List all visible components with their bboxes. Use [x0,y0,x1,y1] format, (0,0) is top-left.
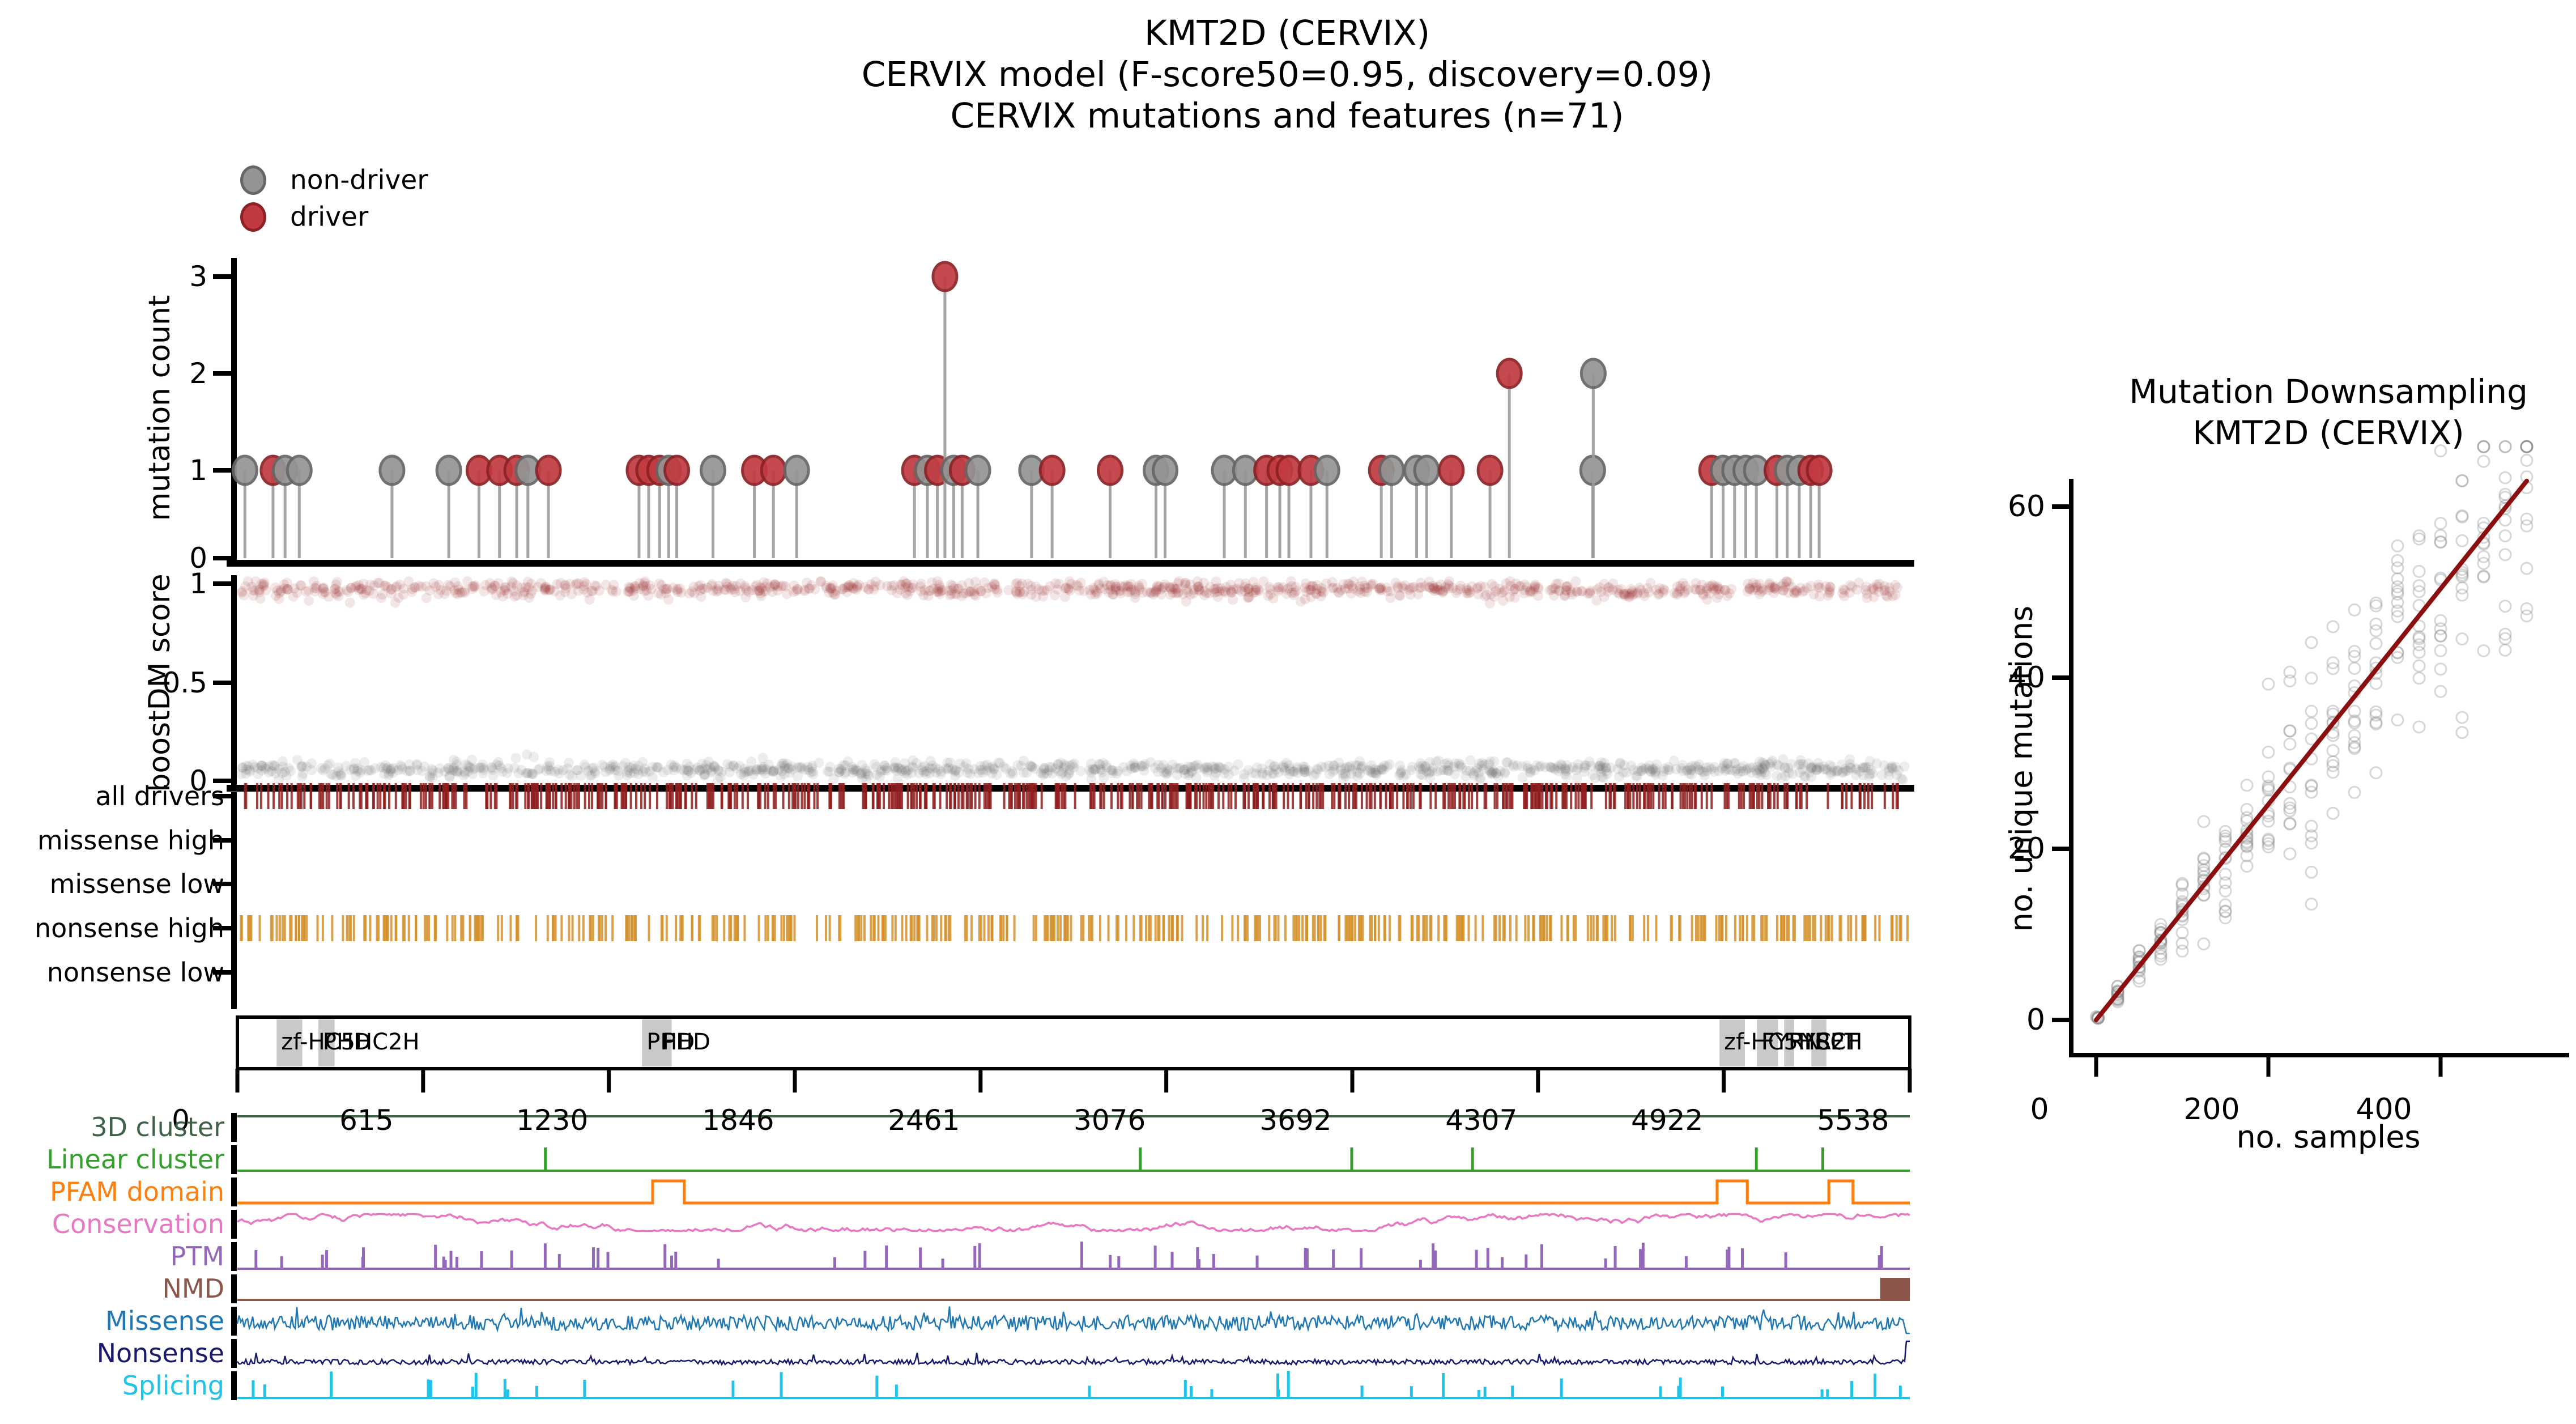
rug-label-nonsense-high: nonsense high [34,913,224,943]
downsampling-ytick-0: 0 [2026,1003,2045,1037]
driver-legend-label: driver [290,201,369,233]
track-label-PFAM-domain: PFAM domain [49,1176,224,1207]
position-xtick-4307: 4307 [1445,1104,1518,1137]
non-driver-mutation-needle [964,454,991,486]
position-xtick-5538: 5538 [1817,1104,1889,1137]
track-label-3D-cluster: 3D cluster [91,1111,224,1142]
non-driver-legend-marker-icon [240,165,266,195]
downsampling-xtick-0: 0 [2030,1093,2049,1127]
rug-label-nonsense-low: nonsense low [46,957,224,988]
needle-ytick-1: 1 [189,454,207,487]
non-driver-mutation-needle [1313,454,1340,486]
downsampling-title: Mutation Downsampling [2129,372,2528,411]
non-driver-mutation-needle [783,454,810,486]
driver-mutation-needle [1806,454,1833,486]
domain-label-PHD: PHD [662,1029,710,1055]
position-xtick-3076: 3076 [1074,1104,1146,1137]
driver-mutation-needle [1096,454,1123,486]
position-xtick-0: 0 [172,1104,190,1137]
position-xtick-2461: 2461 [888,1104,960,1137]
non-driver-legend-label: non-driver [290,164,428,196]
needle-ytick-2: 2 [189,357,207,390]
track-label-Conservation: Conservation [52,1208,224,1239]
driver-mutation-needle [931,261,959,292]
downsampling-xtick-400: 400 [2356,1093,2412,1127]
boostdm-ytick-0.5: 0.5 [162,666,207,699]
track-label-Linear-cluster: Linear cluster [46,1144,224,1175]
track-label-Splicing: Splicing [122,1370,224,1401]
position-xtick-1230: 1230 [516,1104,589,1137]
non-driver-mutation-needle [1413,454,1440,486]
driver-mutation-needle [535,454,562,486]
downsampling-ytick-40: 40 [2007,661,2045,695]
domain-label-FYRN: FYRN [1761,1029,1821,1055]
domain-label-PHD: PHD [646,1029,695,1055]
non-driver-mutation-needle [231,454,258,486]
non-driver-mutation-needle [1378,454,1405,486]
non-driver-mutation-needle [378,454,406,486]
track-label-Nonsense: Nonsense [96,1337,224,1368]
downsampling-ylabel: no. unique mutations [2003,605,2039,932]
domain-label-zf-HC5HC2H: zf-HC5HC2H [1724,1029,1863,1055]
position-xtick-615: 615 [339,1104,394,1137]
non-driver-mutation-needle [1152,454,1179,486]
downsampling-subtitle: KMT2D (CERVIX) [2192,414,2464,452]
figure-title-line1: KMT2D (CERVIX) [1144,13,1430,53]
driver-legend-marker-icon [240,202,266,232]
position-xtick-4922: 4922 [1631,1104,1704,1137]
domain-label-FYRC: FYRC [1789,1029,1846,1055]
driver-mutation-needle [1038,454,1066,486]
driver-mutation-needle [663,454,691,486]
driver-mutation-needle [1496,358,1523,389]
track-label-PTM: PTM [170,1240,224,1272]
rug-label-missense-high: missense high [37,825,224,856]
domain-label-PHD: PHD [322,1029,371,1055]
non-driver-mutation-needle [1579,358,1607,389]
rug-label-missense-low: missense low [49,869,224,899]
downsampling-xlabel: no. samples [2236,1119,2421,1155]
needle-ytick-3: 3 [189,260,207,293]
domain-label-SET: SET [1816,1029,1859,1055]
boostdm-ytick-0: 0 [189,764,207,797]
non-driver-mutation-needle [700,454,727,486]
position-xtick-3692: 3692 [1259,1104,1332,1137]
non-driver-mutation-needle [286,454,313,486]
needle-ytick-0: 0 [189,542,207,575]
downsampling-ytick-20: 20 [2007,832,2045,866]
driver-mutation-needle [1275,454,1302,486]
driver-mutation-needle [1476,454,1504,486]
driver-mutation-needle [1438,454,1465,486]
track-label-Missense: Missense [105,1305,224,1336]
non-driver-mutation-needle [435,454,462,486]
rug-label-all-drivers: all drivers [95,781,224,811]
driver-mutation-needle [760,454,787,486]
boostdm-ytick-1: 1 [189,567,207,600]
domain-label-zf-HC5HC2H: zf-HC5HC2H [281,1029,420,1055]
track-label-NMD: NMD [162,1273,224,1304]
position-xtick-1846: 1846 [702,1104,774,1137]
figure-title-line2: CERVIX model (F-score50=0.95, discovery=… [861,54,1713,95]
downsampling-xtick-200: 200 [2183,1093,2240,1127]
figure-title-line3: CERVIX mutations and features (n=71) [950,96,1624,136]
downsampling-ytick-60: 60 [2007,490,2045,524]
